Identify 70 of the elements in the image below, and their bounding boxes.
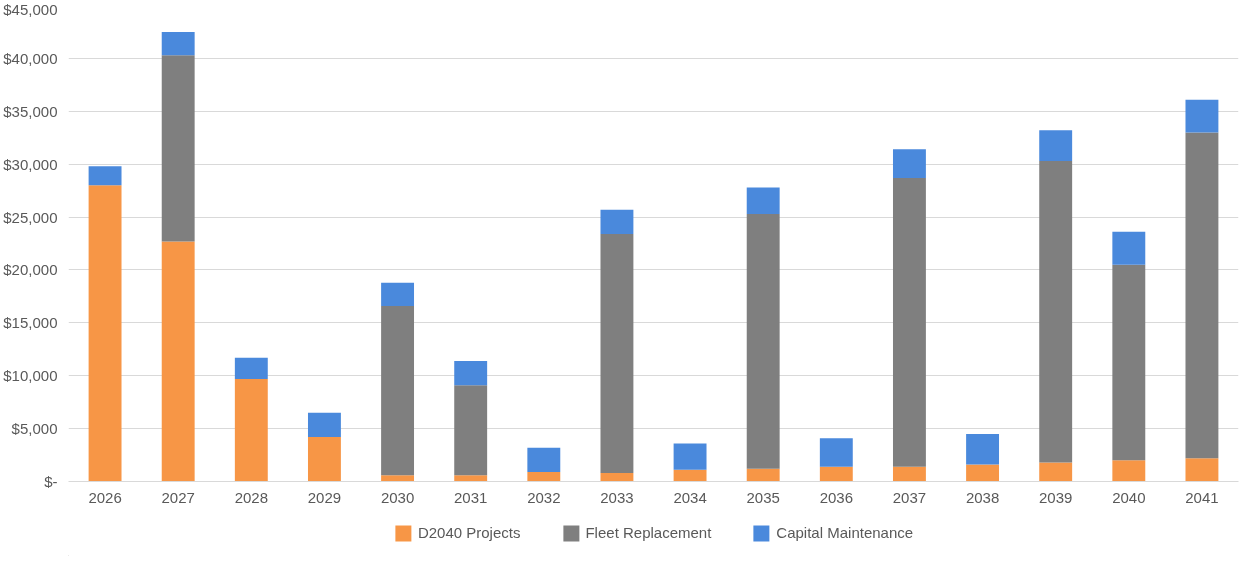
y-tick-label: $5,000 bbox=[11, 420, 58, 438]
bar bbox=[966, 433, 1000, 465]
bar bbox=[892, 149, 926, 178]
bar bbox=[307, 412, 341, 438]
bar bbox=[600, 473, 634, 482]
bar bbox=[88, 185, 122, 482]
x-tick-label: 2039 bbox=[1039, 488, 1073, 506]
bar bbox=[1112, 460, 1146, 482]
x-tick-label: 2033 bbox=[600, 488, 634, 506]
bar bbox=[454, 475, 488, 482]
bar bbox=[1112, 264, 1146, 461]
x-tick-label: 2032 bbox=[527, 488, 561, 506]
legend-label: Fleet Replacement bbox=[585, 524, 712, 541]
y-tick-label: $45,000 bbox=[3, 0, 58, 18]
x-tick-label: 2027 bbox=[161, 488, 195, 506]
bar bbox=[966, 464, 1000, 482]
y-tick-label: $15,000 bbox=[3, 314, 58, 332]
x-tick-label: 2031 bbox=[454, 488, 488, 506]
bar bbox=[600, 233, 634, 474]
x-tick-label: 2029 bbox=[307, 488, 342, 506]
x-tick-label: 2028 bbox=[234, 488, 268, 506]
bar bbox=[1185, 132, 1219, 459]
bar bbox=[161, 31, 195, 56]
x-tick-label: 2038 bbox=[965, 488, 1000, 506]
bar bbox=[746, 187, 780, 214]
bar bbox=[88, 166, 122, 186]
bar bbox=[746, 213, 780, 469]
bar bbox=[1039, 160, 1073, 463]
bar bbox=[454, 360, 488, 386]
x-tick-label: 2037 bbox=[892, 488, 927, 506]
bar bbox=[1112, 231, 1146, 265]
bar bbox=[454, 385, 488, 476]
bar bbox=[819, 466, 853, 482]
y-tick-label: $35,000 bbox=[3, 102, 58, 120]
bar bbox=[746, 468, 780, 482]
bar bbox=[307, 437, 341, 482]
bar bbox=[161, 241, 195, 482]
legend-label: D2040 Projects bbox=[417, 524, 521, 541]
bar bbox=[527, 471, 561, 482]
x-tick-label: 2030 bbox=[380, 488, 415, 506]
bar bbox=[527, 447, 561, 472]
bar bbox=[892, 466, 926, 482]
y-tick-label: $10,000 bbox=[3, 367, 58, 385]
x-tick-label: 2035 bbox=[746, 488, 780, 506]
y-tick-label: $25,000 bbox=[3, 208, 58, 226]
bar bbox=[234, 378, 268, 482]
x-tick-label: 2041 bbox=[1185, 488, 1219, 506]
bar bbox=[1039, 462, 1073, 482]
y-tick-label: $20,000 bbox=[3, 261, 58, 279]
bar bbox=[673, 443, 707, 470]
bar bbox=[892, 177, 926, 467]
bar bbox=[600, 209, 634, 234]
x-tick-label: 2026 bbox=[88, 488, 122, 506]
bar bbox=[234, 357, 268, 379]
bar bbox=[1185, 458, 1219, 482]
bar bbox=[381, 282, 415, 306]
x-tick-label: 2036 bbox=[819, 488, 853, 506]
x-tick-label: 2040 bbox=[1112, 488, 1146, 506]
y-tick-label: $- bbox=[44, 473, 58, 490]
y-tick-label: $40,000 bbox=[3, 49, 58, 67]
bar bbox=[381, 475, 415, 482]
bar bbox=[1039, 130, 1073, 161]
x-tick-label: 2034 bbox=[673, 488, 707, 506]
legend-label: Capital Maintenance bbox=[776, 524, 914, 541]
bar bbox=[673, 469, 707, 482]
bar bbox=[819, 438, 853, 467]
bar bbox=[1185, 99, 1219, 133]
y-tick-label: $30,000 bbox=[3, 155, 58, 173]
bar bbox=[161, 55, 195, 242]
bar bbox=[381, 305, 415, 476]
